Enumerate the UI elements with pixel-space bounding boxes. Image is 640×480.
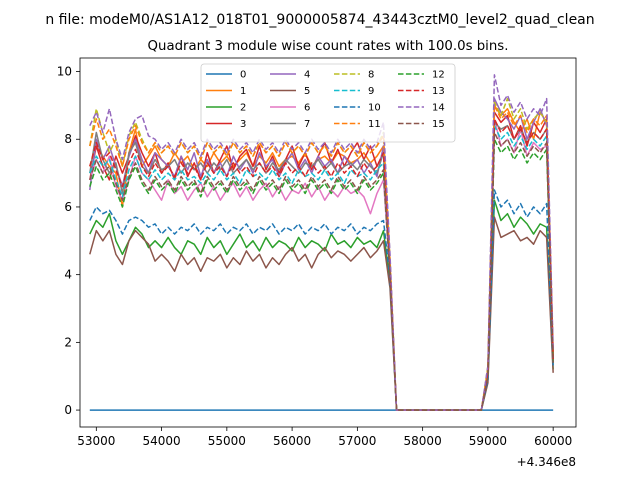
legend-label-11: 11	[368, 119, 381, 130]
series-line-12	[89, 138, 554, 411]
legend-label-5: 5	[304, 86, 310, 97]
x-tick-label: 56000	[273, 434, 311, 448]
chart-title: Quadrant 3 module wise count rates with …	[148, 39, 509, 54]
x-axis-offset-label: +4.346e8	[517, 455, 576, 469]
legend-label-2: 2	[240, 103, 246, 114]
x-tick-label: 57000	[338, 434, 376, 448]
legend-label-0: 0	[240, 70, 246, 81]
axes-frame	[79, 57, 577, 428]
x-tick-label: 53000	[77, 434, 115, 448]
legend-label-13: 13	[432, 86, 445, 97]
x-tick-label: 55000	[208, 434, 246, 448]
legend-label-12: 12	[432, 70, 445, 81]
y-tick-label: 8	[64, 132, 72, 146]
legend-label-14: 14	[432, 103, 445, 114]
x-tick-label: 59000	[469, 434, 507, 448]
series-line-14	[89, 74, 554, 411]
legend-label-9: 9	[368, 86, 374, 97]
y-tick-label: 10	[57, 65, 72, 79]
legend-label-7: 7	[304, 119, 310, 130]
y-tick-label: 2	[64, 335, 72, 349]
legend-label-10: 10	[368, 103, 381, 114]
x-tick-label: 58000	[404, 434, 442, 448]
series-layer	[89, 74, 554, 411]
legend-label-15: 15	[432, 119, 445, 130]
legend-label-8: 8	[368, 70, 374, 81]
legend-label-6: 6	[304, 103, 310, 114]
legend-label-1: 1	[240, 86, 246, 97]
legend-label-4: 4	[304, 70, 310, 81]
legend-box	[200, 63, 456, 143]
y-tick-label: 0	[64, 403, 72, 417]
figure-suptitle: n file: modeM0/AS1A12_018T01_9000005874_…	[45, 12, 594, 28]
x-tick-label: 54000	[142, 434, 180, 448]
x-tick-label: 60000	[534, 434, 572, 448]
legend-label-3: 3	[240, 119, 246, 130]
y-tick-label: 6	[64, 200, 72, 214]
series-line-15	[89, 131, 554, 411]
axes-layer: 53000 54000 55000 56000 57000 58000 59000 60000…	[57, 57, 577, 448]
y-tick-label: 4	[64, 268, 72, 282]
